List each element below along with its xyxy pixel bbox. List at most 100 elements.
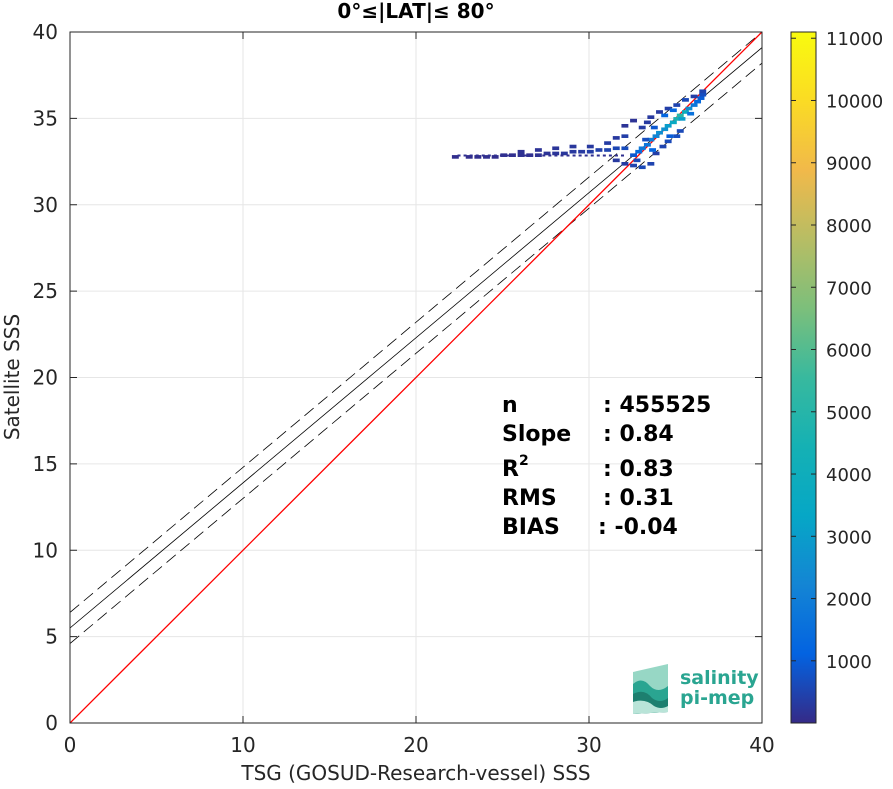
density-cell <box>560 151 568 156</box>
y-tick-label: 15 <box>33 452 58 476</box>
y-axis-label: Satellite SSS <box>0 314 24 440</box>
x-tick-label: 30 <box>576 733 601 757</box>
density-cell <box>669 120 677 125</box>
density-cell <box>612 146 620 151</box>
density-streak-cell <box>548 154 552 157</box>
density-streak-cell <box>554 154 558 157</box>
density-cell <box>604 148 612 152</box>
stat-value: : 0.31 <box>603 486 674 511</box>
density-streak-cell <box>463 154 467 157</box>
y-tick-label: 25 <box>33 279 58 303</box>
stat-key: RMS <box>502 486 557 511</box>
density-streak-cell <box>512 154 516 157</box>
density-streak-cell <box>584 154 588 157</box>
density-cell <box>656 130 663 135</box>
colorbar-tick-label: 5000 <box>826 403 872 424</box>
density-streak-cell <box>542 154 546 157</box>
density-cell <box>697 96 705 100</box>
colorbar-tick-label: 7000 <box>826 278 872 299</box>
y-tick-label: 40 <box>33 20 58 44</box>
colorbar-gradient <box>790 31 817 724</box>
density-cell <box>638 146 646 151</box>
stats-box: n: 455525 Slope: 0.84 R 2: 0.83 RMS: 0.31 BIA… <box>502 393 711 540</box>
density-cell <box>659 144 667 149</box>
colorbar-tick-label: 11000 <box>826 29 883 50</box>
y-tick-label: 35 <box>33 106 58 130</box>
density-cell <box>656 110 663 114</box>
density-cell <box>569 149 577 154</box>
density-cell <box>635 149 643 154</box>
density-cell <box>543 151 551 156</box>
density-cell <box>681 110 689 114</box>
density-cell <box>465 155 473 159</box>
density-cell <box>621 146 629 151</box>
density-cell <box>690 103 698 107</box>
x-tick-label: 0 <box>64 733 77 757</box>
x-tick-label: 10 <box>230 733 255 757</box>
density-streak-cell <box>614 154 618 157</box>
y-tick-label: 30 <box>33 193 58 217</box>
density-streak-cell <box>621 154 625 157</box>
density-streak-cell <box>530 154 534 157</box>
density-cell <box>676 129 684 133</box>
colorbar-tick-label: 8000 <box>826 216 872 237</box>
density-cell <box>678 117 686 121</box>
density-cell <box>687 111 695 116</box>
density-cell <box>647 137 655 142</box>
density-cell <box>666 134 674 138</box>
density-cell <box>652 134 660 138</box>
density-cell <box>642 137 650 142</box>
density-cell <box>643 142 651 147</box>
fit-upper-bound <box>70 32 762 613</box>
density-cell <box>643 120 651 125</box>
x-tick-label: 20 <box>403 733 428 757</box>
density-streak-cell <box>560 154 564 157</box>
density-cell <box>694 99 702 104</box>
density-cell <box>552 151 560 156</box>
density-cell <box>647 115 655 119</box>
density-streak-cell <box>475 154 479 157</box>
density-cell <box>661 127 669 132</box>
density-cell <box>630 118 638 123</box>
density-cell <box>451 155 459 159</box>
stat-value: : 0.84 <box>603 422 674 447</box>
density-cell <box>661 113 669 118</box>
density-heatmap <box>451 89 707 170</box>
y-tick-label: 20 <box>33 366 58 390</box>
x-axis-label: TSG (GOSUD-Research-vessel) SSS <box>240 761 590 785</box>
y-tick-label: 5 <box>45 625 58 649</box>
density-cell <box>673 103 681 107</box>
density-cell <box>552 146 560 151</box>
stat-value: : -0.04 <box>598 515 678 540</box>
colorbar-tick-label: 2000 <box>826 590 872 611</box>
density-streak-cell <box>596 154 600 157</box>
density-cell <box>630 153 638 157</box>
density-streak-cell <box>487 154 491 157</box>
density-cell <box>699 89 707 94</box>
colorbar-ticks: 1000 2000 3000 4000 5000 6000 7000 8000 9000 1000… <box>791 29 883 673</box>
y-tick-label: 0 <box>45 711 58 735</box>
density-streak-cell <box>566 154 570 157</box>
density-streak-cell <box>457 154 461 157</box>
density-cell <box>649 148 657 152</box>
density-cell <box>673 134 681 138</box>
stat-key: R <box>502 457 519 482</box>
density-cell <box>604 141 612 145</box>
density-cell <box>638 165 646 170</box>
density-cell <box>673 117 681 121</box>
density-streak-cell <box>536 154 540 157</box>
density-cell <box>500 153 508 157</box>
fit-lower-bound <box>70 62 762 644</box>
density-streak-cell <box>602 154 606 157</box>
density-cell <box>664 139 672 144</box>
density-cell <box>690 94 698 99</box>
density-cell <box>650 125 658 130</box>
density-streak-cell <box>572 154 576 157</box>
salinity-pi-mep-logo: salinity pi-mep <box>633 664 759 714</box>
density-cell <box>569 144 577 149</box>
logo-line-1: salinity <box>680 667 759 689</box>
density-cell <box>621 161 629 166</box>
colorbar-tick-label: 1000 <box>826 652 872 673</box>
density-cell <box>652 151 660 156</box>
density-streak-cell <box>481 154 485 157</box>
